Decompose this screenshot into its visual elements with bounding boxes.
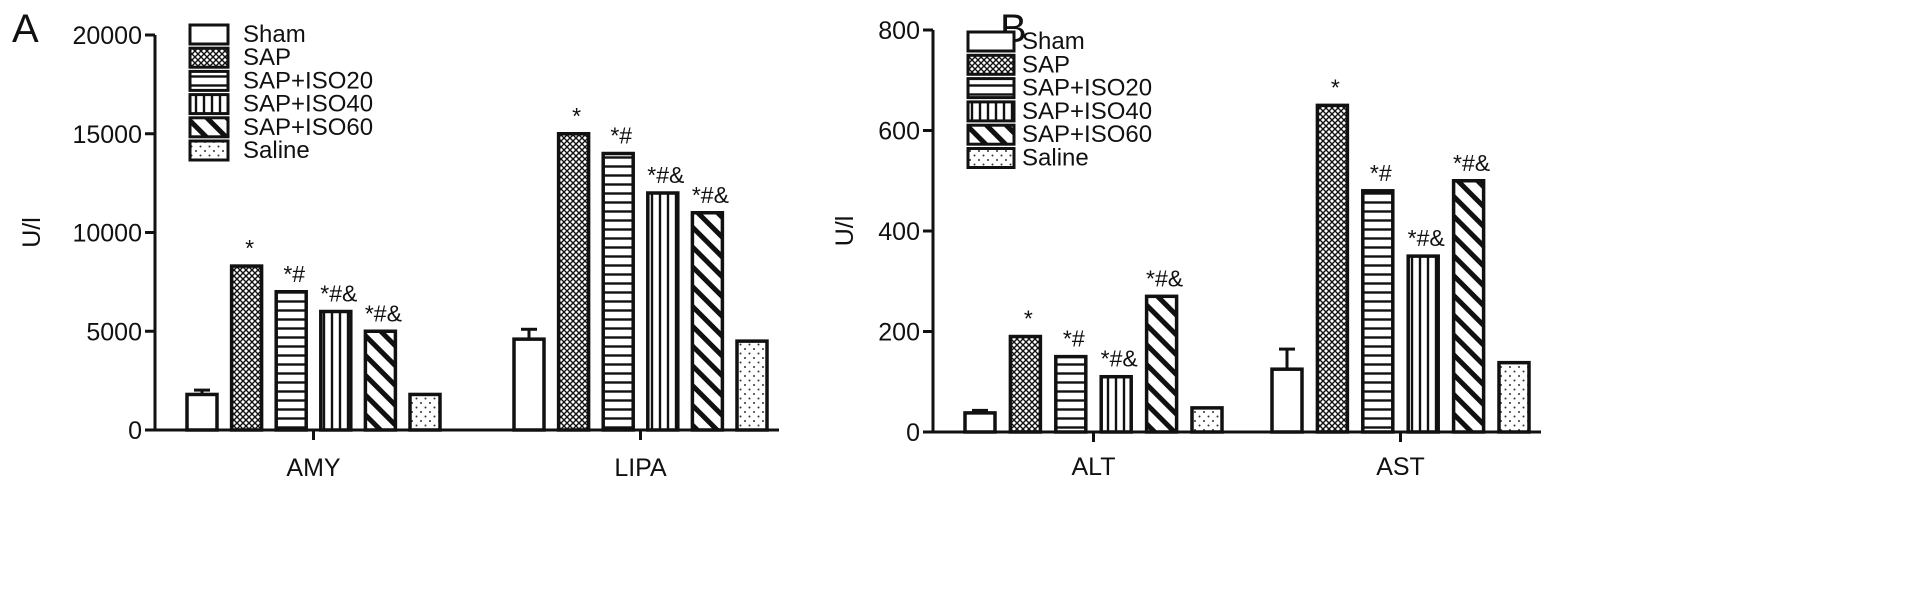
legend-swatch — [188, 46, 230, 69]
y-tick-label: 400 — [878, 218, 920, 246]
chart-panel-a: 0 5000 10000 15000 20000 U/l AMY LIPA * * *# *# *#& *… — [18, 21, 779, 482]
bar-sap-iso20 — [274, 290, 308, 432]
y-tick-label: 0 — [906, 419, 920, 447]
legend-label: Sham — [243, 21, 306, 48]
chart-panel-b: 0 200 400 600 800 U/l ALT AST * * *# *# *#& *#& *#& *#&… — [831, 17, 1541, 481]
bar-sap-iso20 — [1054, 354, 1088, 434]
bar-sap — [1008, 334, 1043, 434]
bar-sap — [229, 264, 264, 432]
significance-label: *#& — [1453, 150, 1490, 176]
significance-label: *#& — [365, 300, 402, 326]
bar-sap-iso40 — [646, 191, 680, 432]
significance-label: *# — [1370, 160, 1392, 186]
bar-sap — [556, 132, 591, 432]
bar-sap-iso40 — [1099, 374, 1133, 434]
legend-label: SAP+ISO20 — [243, 67, 373, 94]
bar-sham — [963, 411, 997, 434]
y-tick-label: 20000 — [72, 22, 142, 50]
bar-sap-iso40 — [1406, 254, 1440, 434]
bar-sap-iso40 — [319, 309, 353, 432]
significance-label: *#& — [1101, 346, 1138, 372]
significance-label: * — [572, 103, 581, 129]
panel-a-letter: A — [12, 7, 39, 51]
bar-sap-iso60 — [1451, 179, 1486, 434]
bar-sap — [1315, 103, 1350, 434]
bar-sap-iso20 — [601, 151, 635, 432]
significance-label: *# — [610, 123, 632, 149]
bar-saline — [408, 392, 442, 432]
legend-label: SAP+ISO60 — [1022, 121, 1152, 148]
legend-swatch — [188, 69, 230, 92]
bar-sap-iso60 — [1144, 294, 1179, 434]
significance-label: *#& — [1408, 225, 1445, 251]
significance-label: *# — [1063, 326, 1085, 352]
legend-label: Saline — [1022, 145, 1089, 172]
bar-sham — [185, 392, 219, 432]
y-tick-label: 800 — [878, 17, 920, 45]
legend-label: SAP — [1022, 51, 1070, 78]
significance-label: *# — [283, 261, 305, 287]
y-tick-label: 5000 — [86, 318, 142, 346]
legend-label: SAP+ISO60 — [243, 114, 373, 141]
bar-sap-iso20 — [1361, 189, 1395, 434]
legend-label: SAP — [243, 44, 291, 71]
significance-label: * — [1024, 306, 1033, 332]
y-tick-label: 600 — [878, 118, 920, 146]
legend-swatch — [188, 93, 230, 116]
significance-label: *#& — [692, 182, 729, 208]
x-category-label: ALT — [1072, 453, 1116, 481]
legend-label: Sham — [1022, 28, 1085, 55]
legend-swatch — [966, 147, 1016, 169]
legend-label: SAP+ISO40 — [1022, 98, 1152, 125]
bar-saline — [1190, 406, 1224, 434]
y-tick-label: 0 — [128, 417, 142, 445]
significance-label: *#& — [1146, 265, 1183, 291]
x-category-label: LIPA — [614, 454, 667, 482]
legend-swatch — [188, 23, 230, 46]
y-axis-label: U/l — [18, 217, 46, 248]
y-tick-label: 15000 — [72, 121, 142, 149]
bar-sham — [512, 337, 546, 432]
x-category-label: AST — [1376, 453, 1425, 481]
legend-label: Saline — [243, 137, 310, 164]
significance-label: *#& — [320, 281, 357, 307]
x-category-label: AMY — [286, 454, 341, 482]
y-axis-label: U/l — [831, 216, 859, 247]
legend-swatch — [966, 53, 1016, 76]
legend-swatch — [966, 30, 1016, 53]
bar-saline — [735, 339, 769, 432]
y-tick-label: 10000 — [72, 220, 142, 248]
legend-label: SAP+ISO40 — [243, 91, 373, 118]
legend-swatch — [966, 77, 1016, 100]
y-tick-label: 200 — [878, 319, 920, 347]
legend-swatch — [966, 123, 1016, 146]
bar-sham — [1270, 367, 1304, 434]
legend-label: SAP+ISO20 — [1022, 75, 1152, 102]
legend-swatch — [966, 100, 1016, 123]
significance-label: *#& — [647, 162, 684, 188]
bar-sap-iso60 — [690, 211, 725, 432]
significance-label: * — [1331, 74, 1340, 100]
legend-swatch — [188, 116, 230, 139]
legend-swatch — [188, 139, 230, 162]
bar-saline — [1497, 360, 1531, 434]
significance-label: * — [245, 235, 254, 261]
bar-sap-iso60 — [363, 329, 398, 432]
